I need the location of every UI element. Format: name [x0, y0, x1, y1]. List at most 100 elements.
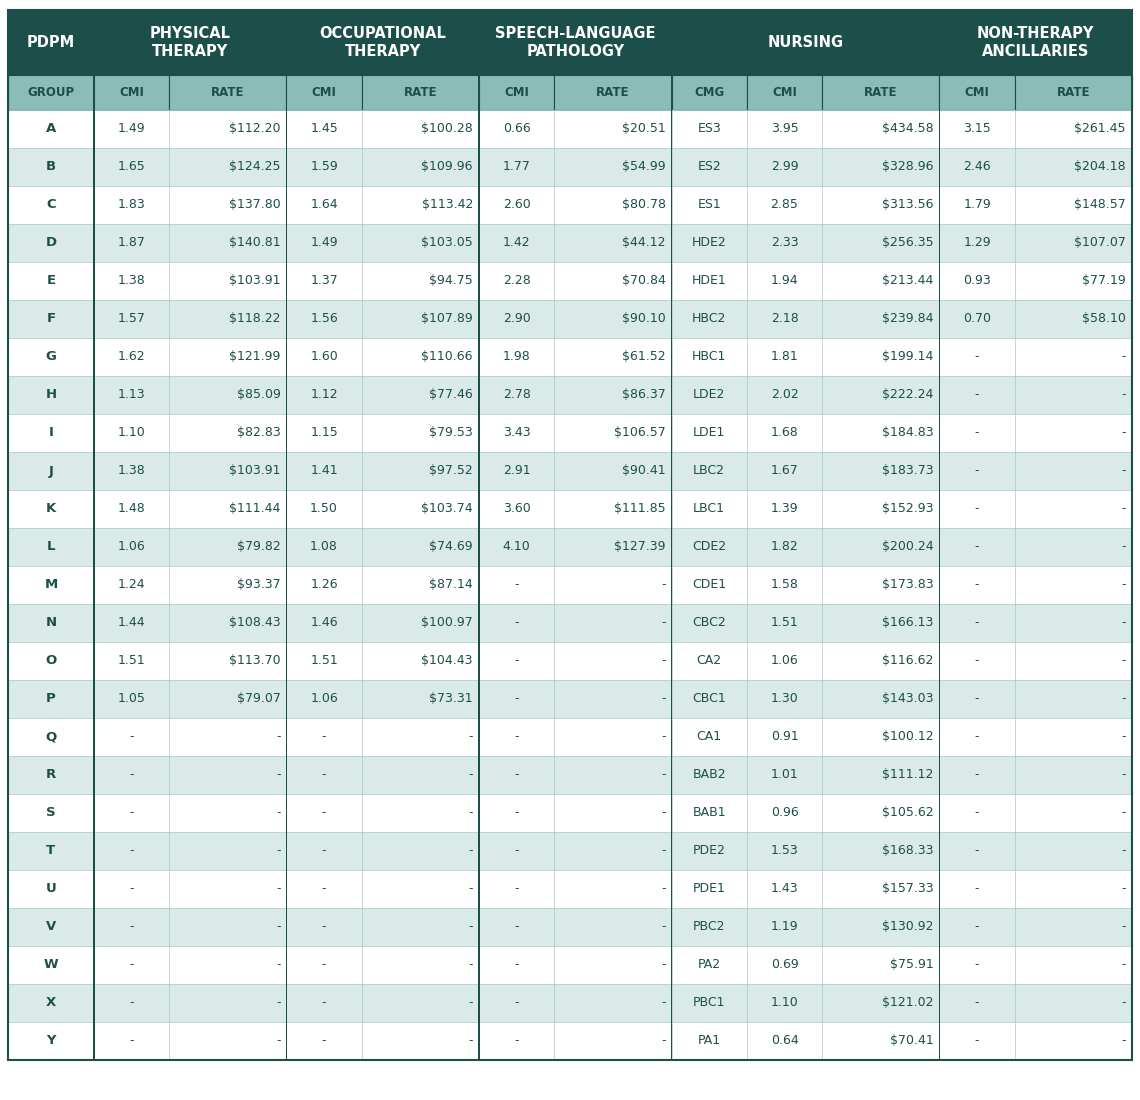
Bar [747, 1022, 822, 1060]
Bar [361, 794, 479, 832]
Text: $54.99: $54.99 [622, 161, 666, 174]
Bar [286, 224, 361, 262]
Bar [747, 75, 822, 110]
Text: 1.51: 1.51 [771, 616, 798, 629]
Text: RATE: RATE [864, 86, 897, 99]
Text: -: - [276, 921, 280, 934]
Bar [479, 870, 554, 907]
Bar [1015, 262, 1132, 300]
Bar [1015, 680, 1132, 718]
Bar [479, 1022, 554, 1060]
Text: -: - [1122, 503, 1126, 516]
Bar [361, 870, 479, 907]
Bar [747, 832, 822, 870]
Bar [747, 224, 822, 262]
Text: $90.10: $90.10 [621, 312, 666, 326]
Text: $112.20: $112.20 [229, 122, 280, 135]
Text: 1.87: 1.87 [117, 236, 146, 250]
Text: 2.28: 2.28 [503, 275, 530, 287]
Text: -: - [321, 958, 326, 971]
Text: $107.07: $107.07 [1074, 236, 1126, 250]
Bar [93, 10, 95, 1060]
Bar [939, 1022, 1015, 1060]
Text: -: - [276, 997, 280, 1010]
Bar [554, 452, 671, 490]
Text: $94.75: $94.75 [429, 275, 473, 287]
Bar [747, 414, 822, 452]
Bar [361, 414, 479, 452]
Text: I: I [49, 427, 54, 440]
Text: $79.82: $79.82 [237, 540, 280, 553]
Bar [554, 186, 671, 224]
Bar [822, 110, 939, 148]
Bar [169, 452, 286, 490]
Bar [8, 490, 93, 528]
Bar [8, 604, 93, 642]
Bar [938, 10, 940, 1060]
Bar [939, 148, 1015, 186]
Bar [1015, 528, 1132, 566]
Text: 1.06: 1.06 [117, 540, 146, 553]
Text: RATE: RATE [211, 86, 244, 99]
Text: -: - [469, 769, 473, 781]
Text: $103.91: $103.91 [229, 275, 280, 287]
Text: -: - [975, 730, 979, 744]
Bar [671, 984, 747, 1022]
Text: ES3: ES3 [698, 122, 722, 135]
Bar [93, 642, 169, 680]
Bar [8, 642, 93, 680]
Text: ES2: ES2 [698, 161, 722, 174]
Bar [822, 528, 939, 566]
Bar [747, 110, 822, 148]
Text: -: - [1122, 693, 1126, 705]
Bar [361, 604, 479, 642]
Bar [169, 642, 286, 680]
Bar [939, 984, 1015, 1022]
Text: -: - [1122, 388, 1126, 401]
Bar [671, 300, 747, 338]
Bar [554, 642, 671, 680]
Bar [1015, 414, 1132, 452]
Text: -: - [661, 1034, 666, 1047]
Text: 2.60: 2.60 [503, 198, 530, 211]
Text: 1.59: 1.59 [310, 161, 337, 174]
Bar [822, 604, 939, 642]
Bar [939, 604, 1015, 642]
Bar [554, 566, 671, 604]
Bar [169, 528, 286, 566]
Text: $85.09: $85.09 [236, 388, 280, 401]
Bar [671, 566, 747, 604]
Text: 1.41: 1.41 [310, 464, 337, 477]
Text: 0.66: 0.66 [503, 122, 530, 135]
Text: -: - [661, 845, 666, 858]
Bar [286, 75, 361, 110]
Text: CA1: CA1 [697, 730, 722, 744]
Text: -: - [661, 958, 666, 971]
Bar [822, 680, 939, 718]
Bar [286, 262, 361, 300]
Bar [747, 148, 822, 186]
Text: CMG: CMG [694, 86, 724, 99]
Text: -: - [129, 769, 133, 781]
Bar [1015, 300, 1132, 338]
Bar [8, 224, 93, 262]
Bar [822, 756, 939, 794]
Text: LDE1: LDE1 [693, 427, 725, 440]
Bar [8, 262, 93, 300]
Text: 1.98: 1.98 [503, 351, 530, 363]
Bar [361, 186, 479, 224]
Bar [822, 186, 939, 224]
Text: 1.65: 1.65 [117, 161, 146, 174]
Text: 1.30: 1.30 [771, 693, 798, 705]
Bar [93, 224, 169, 262]
Bar [1015, 148, 1132, 186]
Text: 1.56: 1.56 [310, 312, 337, 326]
Bar [93, 10, 286, 75]
Text: $118.22: $118.22 [229, 312, 280, 326]
Text: 2.78: 2.78 [503, 388, 530, 401]
Text: U: U [46, 882, 56, 895]
Bar [747, 984, 822, 1022]
Text: -: - [661, 882, 666, 895]
Bar [671, 1022, 747, 1060]
Text: $152.93: $152.93 [882, 503, 934, 516]
